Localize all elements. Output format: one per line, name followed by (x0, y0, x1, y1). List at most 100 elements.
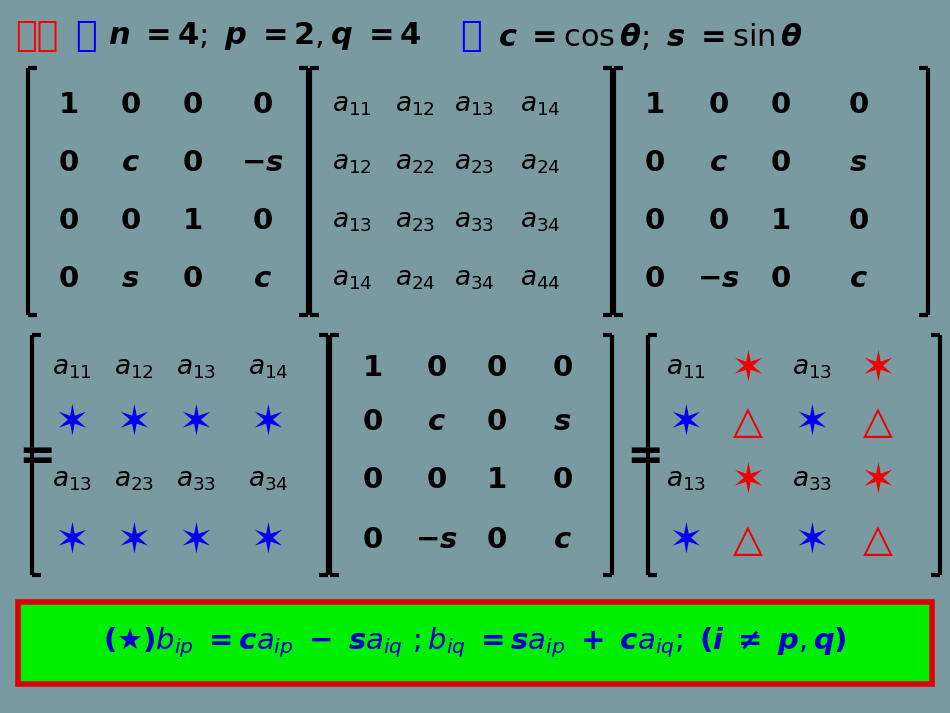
Text: $\boldsymbol{0}$: $\boldsymbol{0}$ (485, 354, 506, 382)
Text: $\boldsymbol{1}$: $\boldsymbol{1}$ (362, 354, 382, 382)
Text: $\boldsymbol{1}$: $\boldsymbol{1}$ (485, 466, 506, 494)
Text: $\boldsymbol{a_{24}}$: $\boldsymbol{a_{24}}$ (394, 266, 435, 292)
Text: $\boldsymbol{a_{22}}$: $\boldsymbol{a_{22}}$ (395, 150, 435, 176)
Text: $\boldsymbol{0}$: $\boldsymbol{0}$ (58, 149, 79, 177)
Text: $\boldsymbol{c}$: $\boldsymbol{c}$ (709, 149, 728, 177)
Text: ✶: ✶ (731, 459, 766, 501)
Text: $\boldsymbol{0}$: $\boldsymbol{0}$ (485, 408, 506, 436)
Text: $\boldsymbol{a_{14}}$: $\boldsymbol{a_{14}}$ (248, 355, 288, 381)
Text: 例如: 例如 (15, 19, 58, 53)
Text: $\boldsymbol{- s}$: $\boldsymbol{- s}$ (414, 526, 457, 554)
Text: $\boldsymbol{a_{11}}$: $\boldsymbol{a_{11}}$ (52, 355, 92, 381)
Text: $\boldsymbol{(\bigstar)b_{ip}\ =ca_{ip}\ -\ sa_{iq}\ ;b_{iq}\ =sa_{ip}\ +\ ca_{i: $\boldsymbol{(\bigstar)b_{ip}\ =ca_{ip}\… (104, 626, 846, 660)
Text: $\boldsymbol{0}$: $\boldsymbol{0}$ (708, 91, 729, 119)
Text: $\boldsymbol{s}$: $\boldsymbol{s}$ (553, 408, 571, 436)
Text: $\boldsymbol{n\ =4;\ p\ =2, q\ =4}$: $\boldsymbol{n\ =4;\ p\ =2, q\ =4}$ (108, 20, 422, 52)
Text: $\boldsymbol{0}$: $\boldsymbol{0}$ (252, 207, 273, 235)
Text: ✶: ✶ (669, 401, 703, 443)
Text: $\boldsymbol{a_{23}}$: $\boldsymbol{a_{23}}$ (395, 208, 435, 234)
Text: $\boldsymbol{0}$: $\boldsymbol{0}$ (770, 265, 790, 293)
Text: $\boldsymbol{c\ =\cos\theta;\ s\ =\sin\theta}$: $\boldsymbol{c\ =\cos\theta;\ s\ =\sin\t… (498, 21, 803, 51)
Text: $\boldsymbol{=}$: $\boldsymbol{=}$ (618, 434, 661, 476)
Text: $\boldsymbol{0}$: $\boldsymbol{0}$ (58, 265, 79, 293)
Text: $\boldsymbol{0}$: $\boldsymbol{0}$ (847, 91, 868, 119)
Text: $\boldsymbol{0}$: $\boldsymbol{0}$ (643, 149, 664, 177)
Text: $\boldsymbol{c}$: $\boldsymbol{c}$ (253, 265, 272, 293)
Text: $\boldsymbol{s}$: $\boldsymbol{s}$ (121, 265, 139, 293)
Text: $\boldsymbol{a_{11}}$: $\boldsymbol{a_{11}}$ (332, 92, 372, 118)
Text: $\boldsymbol{0}$: $\boldsymbol{0}$ (362, 466, 383, 494)
Text: △: △ (733, 403, 763, 441)
Text: $\boldsymbol{a_{34}}$: $\boldsymbol{a_{34}}$ (248, 467, 288, 493)
Text: $\boldsymbol{a_{23}}$: $\boldsymbol{a_{23}}$ (114, 467, 154, 493)
Text: $\boldsymbol{0}$: $\boldsymbol{0}$ (181, 265, 202, 293)
Text: ✶: ✶ (179, 519, 214, 561)
Text: ✶: ✶ (117, 519, 151, 561)
Text: $\boldsymbol{0}$: $\boldsymbol{0}$ (252, 91, 273, 119)
Text: ✶: ✶ (731, 347, 766, 389)
Text: $\boldsymbol{0}$: $\boldsymbol{0}$ (708, 207, 729, 235)
Text: $\boldsymbol{0}$: $\boldsymbol{0}$ (426, 466, 446, 494)
Text: 记: 记 (460, 19, 482, 53)
Text: $\boldsymbol{a_{12}}$: $\boldsymbol{a_{12}}$ (395, 92, 435, 118)
Text: $\boldsymbol{a_{13}}$: $\boldsymbol{a_{13}}$ (52, 467, 92, 493)
Text: $\boldsymbol{- s}$: $\boldsymbol{- s}$ (240, 149, 283, 177)
Text: $\boldsymbol{0}$: $\boldsymbol{0}$ (770, 91, 790, 119)
Text: $\boldsymbol{c}$: $\boldsymbol{c}$ (121, 149, 140, 177)
Text: $\boldsymbol{0}$: $\boldsymbol{0}$ (362, 408, 383, 436)
Text: $\boldsymbol{1}$: $\boldsymbol{1}$ (644, 91, 664, 119)
Text: $\boldsymbol{a_{12}}$: $\boldsymbol{a_{12}}$ (332, 150, 372, 176)
Text: △: △ (863, 403, 893, 441)
Text: $\boldsymbol{a_{13}}$: $\boldsymbol{a_{13}}$ (176, 355, 216, 381)
Text: ✶: ✶ (179, 401, 214, 443)
Text: $\boldsymbol{c}$: $\boldsymbol{c}$ (553, 526, 572, 554)
Text: $\boldsymbol{a_{24}}$: $\boldsymbol{a_{24}}$ (520, 150, 560, 176)
Text: $\boldsymbol{0}$: $\boldsymbol{0}$ (770, 149, 790, 177)
Text: $\boldsymbol{0}$: $\boldsymbol{0}$ (552, 466, 573, 494)
Text: ✶: ✶ (251, 401, 285, 443)
Text: ✶: ✶ (861, 459, 896, 501)
Text: $\boldsymbol{0}$: $\boldsymbol{0}$ (552, 354, 573, 382)
Text: $\boldsymbol{0}$: $\boldsymbol{0}$ (643, 265, 664, 293)
Text: ✶: ✶ (861, 347, 896, 389)
Text: 取: 取 (75, 19, 97, 53)
Text: $\boldsymbol{0}$: $\boldsymbol{0}$ (120, 207, 141, 235)
Text: ✶: ✶ (251, 519, 285, 561)
Text: △: △ (733, 521, 763, 559)
Text: $\boldsymbol{1}$: $\boldsymbol{1}$ (58, 91, 78, 119)
Text: $\boldsymbol{a_{14}}$: $\boldsymbol{a_{14}}$ (520, 92, 560, 118)
Text: $\boldsymbol{1}$: $\boldsymbol{1}$ (770, 207, 790, 235)
Text: $\boldsymbol{c}$: $\boldsymbol{c}$ (848, 265, 867, 293)
Text: $\boldsymbol{s}$: $\boldsymbol{s}$ (849, 149, 867, 177)
Text: $\boldsymbol{a_{23}}$: $\boldsymbol{a_{23}}$ (454, 150, 494, 176)
Text: $\boldsymbol{0}$: $\boldsymbol{0}$ (120, 91, 141, 119)
Text: $\boldsymbol{c}$: $\boldsymbol{c}$ (427, 408, 446, 436)
Text: ✶: ✶ (794, 401, 829, 443)
Text: $\boldsymbol{a_{34}}$: $\boldsymbol{a_{34}}$ (520, 208, 560, 234)
Text: $\boldsymbol{0}$: $\boldsymbol{0}$ (485, 526, 506, 554)
Text: △: △ (863, 521, 893, 559)
Text: $\boldsymbol{a_{34}}$: $\boldsymbol{a_{34}}$ (454, 266, 494, 292)
Text: $\boldsymbol{0}$: $\boldsymbol{0}$ (181, 91, 202, 119)
Text: $\boldsymbol{a_{33}}$: $\boldsymbol{a_{33}}$ (454, 208, 494, 234)
Text: $\boldsymbol{a_{33}}$: $\boldsymbol{a_{33}}$ (176, 467, 216, 493)
FancyBboxPatch shape (18, 602, 932, 684)
Text: ✶: ✶ (669, 519, 703, 561)
Text: $\boldsymbol{0}$: $\boldsymbol{0}$ (426, 354, 446, 382)
Text: $\boldsymbol{0}$: $\boldsymbol{0}$ (643, 207, 664, 235)
Text: $\boldsymbol{a_{44}}$: $\boldsymbol{a_{44}}$ (520, 266, 560, 292)
Text: $\boldsymbol{a_{13}}$: $\boldsymbol{a_{13}}$ (792, 355, 832, 381)
Text: ✶: ✶ (117, 401, 151, 443)
Text: $\boldsymbol{a_{33}}$: $\boldsymbol{a_{33}}$ (792, 467, 832, 493)
Text: $\boldsymbol{- s}$: $\boldsymbol{- s}$ (696, 265, 739, 293)
Text: ✶: ✶ (54, 401, 89, 443)
Text: $\boldsymbol{a_{12}}$: $\boldsymbol{a_{12}}$ (114, 355, 154, 381)
Text: $\boldsymbol{0}$: $\boldsymbol{0}$ (362, 526, 383, 554)
Text: $\boldsymbol{0}$: $\boldsymbol{0}$ (181, 149, 202, 177)
Text: $\boldsymbol{1}$: $\boldsymbol{1}$ (181, 207, 202, 235)
Text: $\boldsymbol{a_{13}}$: $\boldsymbol{a_{13}}$ (332, 208, 372, 234)
Text: $\boldsymbol{a_{14}}$: $\boldsymbol{a_{14}}$ (332, 266, 372, 292)
Text: $\boldsymbol{a_{13}}$: $\boldsymbol{a_{13}}$ (454, 92, 494, 118)
Text: $\boldsymbol{0}$: $\boldsymbol{0}$ (58, 207, 79, 235)
Text: $\boldsymbol{=}$: $\boldsymbol{=}$ (10, 434, 53, 476)
